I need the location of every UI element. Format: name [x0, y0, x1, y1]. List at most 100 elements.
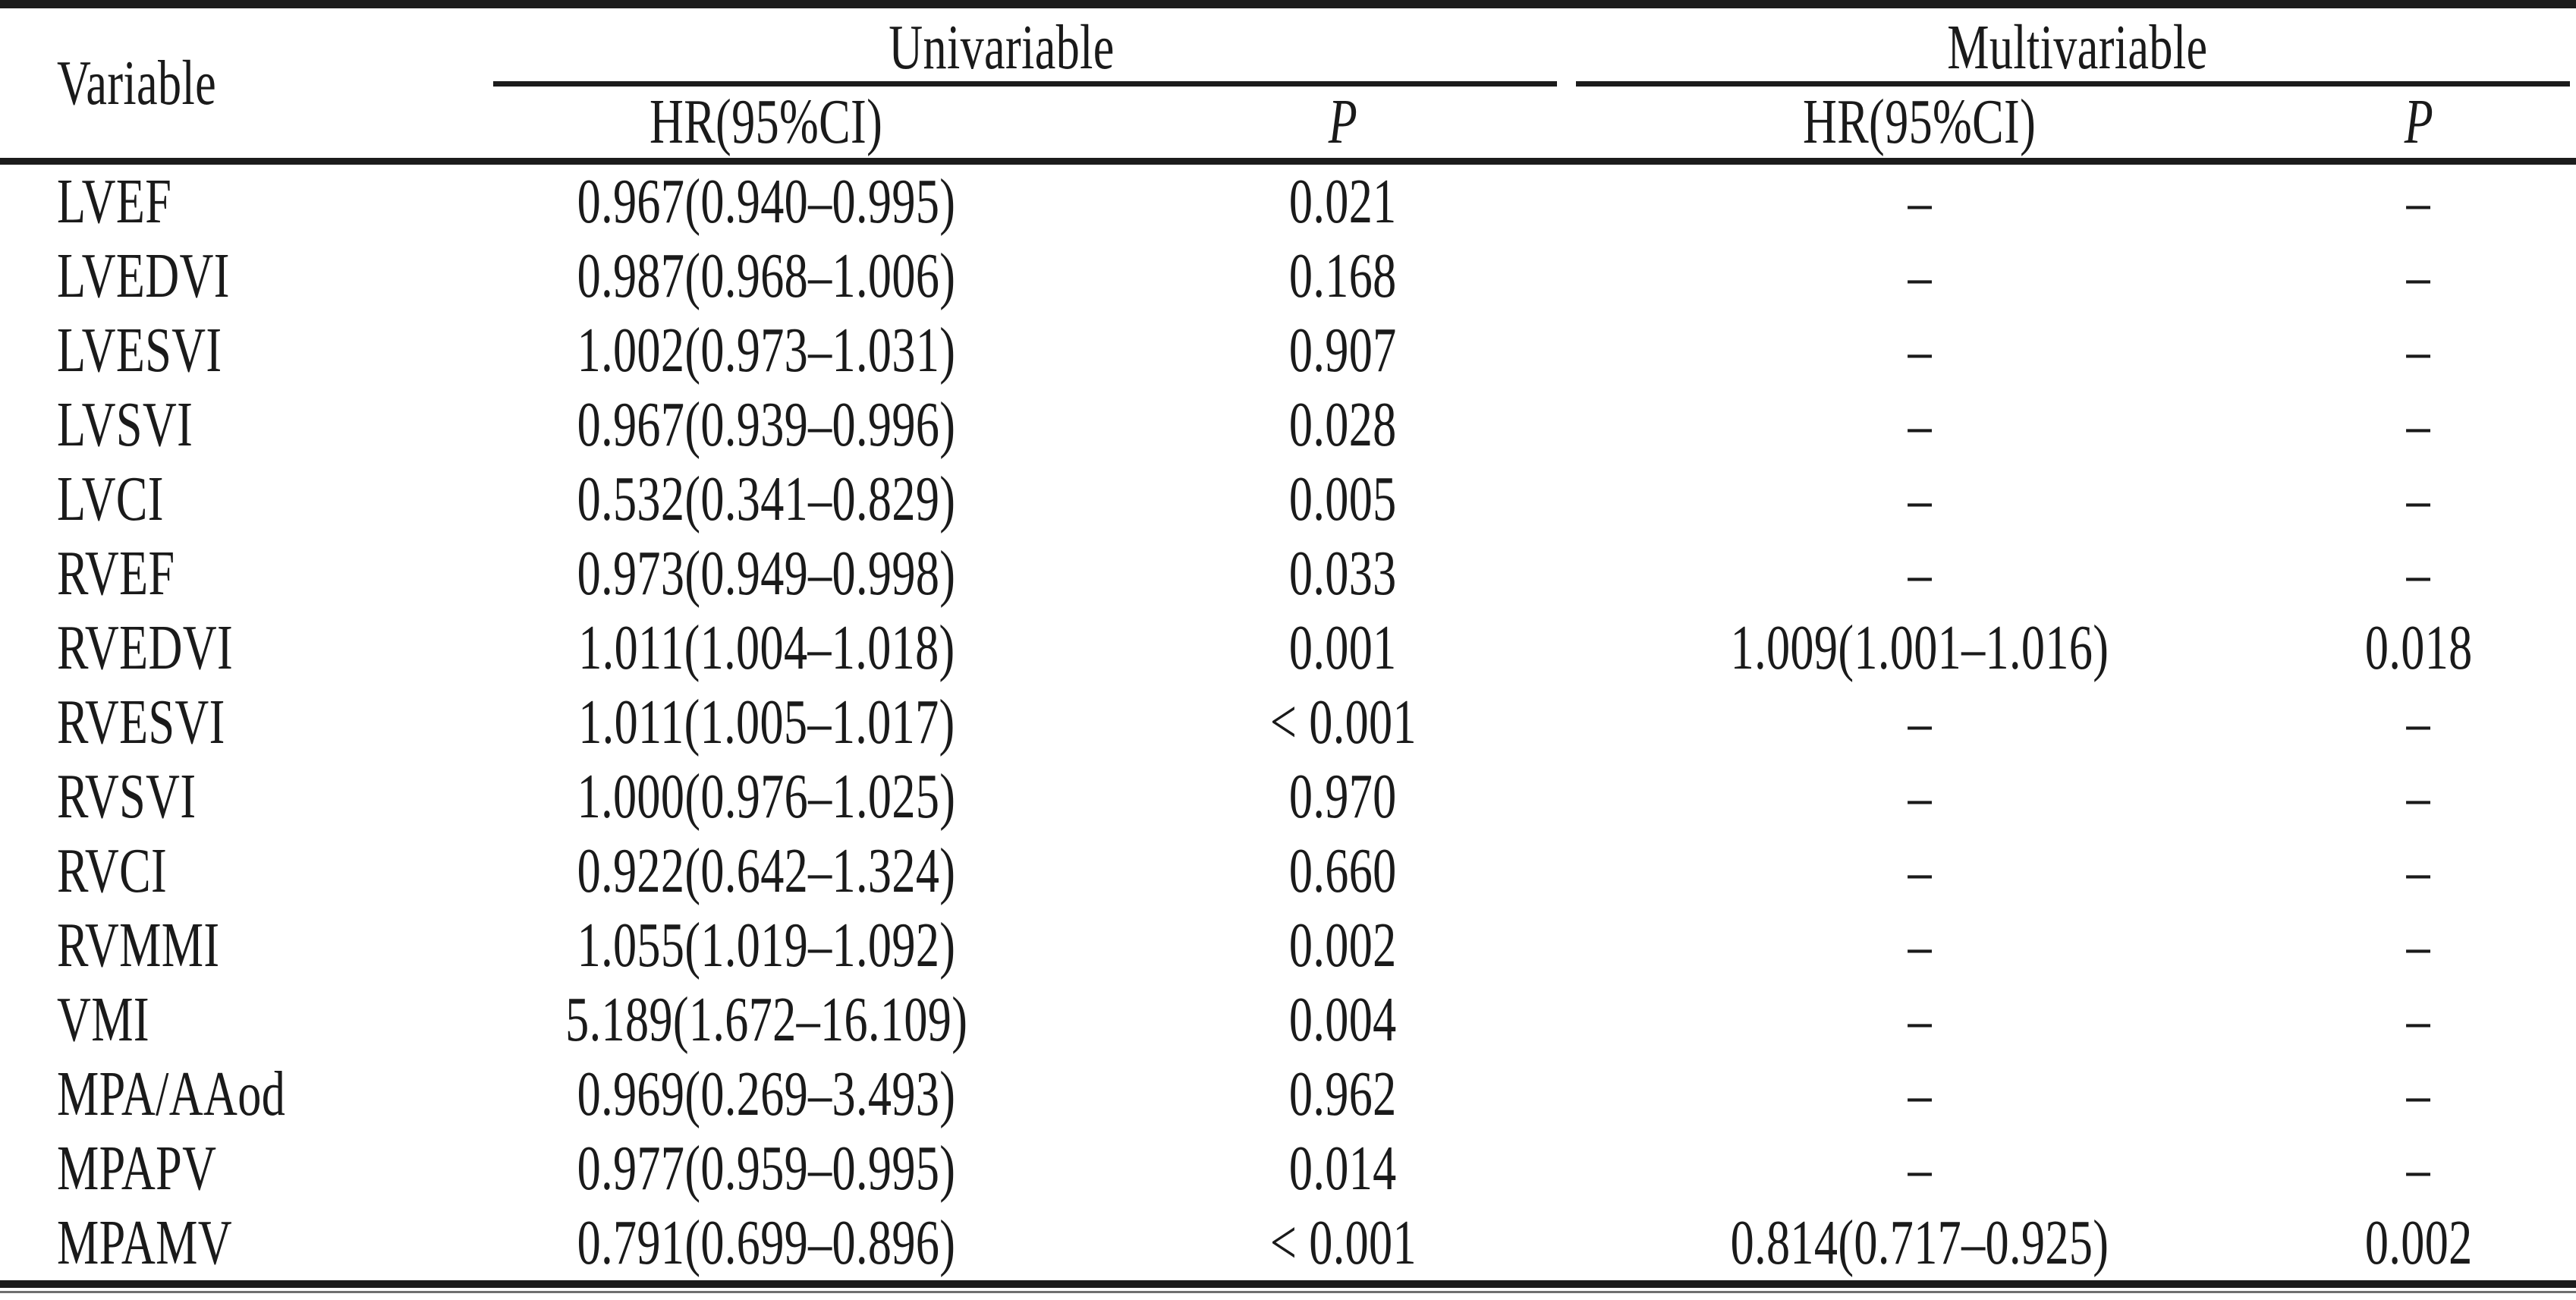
univariable-p-value: 0.014: [1289, 1133, 1397, 1204]
univariable-hr-value: 0.969(0.269–3.493): [577, 1059, 956, 1129]
multivariable-hr-value: 0.814(0.717–0.925): [1730, 1207, 2109, 1278]
multivariable-p-value: –: [2406, 464, 2431, 534]
multivariable-hr-cell: –: [1578, 760, 2261, 834]
univariable-hr-value: 1.011(1.005–1.017): [577, 687, 955, 757]
variable-cell: RVEDVI: [0, 611, 425, 685]
univariable-hr-cell: 1.011(1.005–1.017): [425, 685, 1108, 760]
multivariable-p-value: 0.018: [2364, 612, 2473, 683]
multivariable-hr-value: –: [1908, 538, 1932, 609]
table-row: LVCI 0.532(0.341–0.829) 0.005 – –: [0, 462, 2576, 537]
univariable-hr-value: 5.189(1.672–16.109): [565, 984, 968, 1055]
univariable-hr-value: 1.055(1.019–1.092): [577, 910, 956, 981]
multivariable-p-value: –: [2406, 910, 2431, 981]
multivariable-p-value: –: [2406, 538, 2431, 609]
multivariable-hr-cell: –: [1578, 313, 2261, 388]
univariable-p-value: 0.907: [1289, 315, 1397, 386]
variable-label: LVESVI: [57, 315, 222, 386]
multivariable-p-cell: –: [2261, 537, 2576, 611]
header-variable: Variable: [0, 4, 425, 165]
multivariable-hr-cell: –: [1578, 1057, 2261, 1132]
variable-cell: LVSVI: [0, 388, 425, 462]
variable-cell: RVSVI: [0, 760, 425, 834]
multivariable-p-cell: 0.018: [2261, 611, 2576, 685]
univariable-p-value: < 0.001: [1269, 1207, 1417, 1278]
univariable-p-cell: 0.005: [1108, 462, 1578, 537]
variable-cell: MPA/AAod: [0, 1057, 425, 1132]
multivariable-p-cell: –: [2261, 462, 2576, 537]
univariable-hr-cell: 0.977(0.959–0.995): [425, 1132, 1108, 1206]
univariable-hr-value: 0.532(0.341–0.829): [577, 464, 956, 534]
univariable-hr-cell: 5.189(1.672–16.109): [425, 983, 1108, 1057]
univariable-p-cell: 0.001: [1108, 611, 1578, 685]
multivariable-p-value: –: [2406, 836, 2431, 906]
univariable-hr-value: 0.922(0.642–1.324): [577, 836, 956, 906]
multivariable-p-cell: –: [2261, 1057, 2576, 1132]
univariable-p-value: 0.028: [1289, 389, 1397, 460]
multivariable-hr-cell: –: [1578, 983, 2261, 1057]
multivariable-hr-value: –: [1908, 241, 1932, 311]
multivariable-p-value: 0.002: [2364, 1207, 2473, 1278]
table-row: RVESVI 1.011(1.005–1.017) < 0.001 – –: [0, 685, 2576, 760]
multivariable-p-value: –: [2406, 761, 2431, 832]
multivariable-hr-value: –: [1908, 1133, 1932, 1204]
header-multivariable-p-label: P: [2404, 87, 2433, 157]
variable-label: MPAPV: [57, 1133, 217, 1204]
variable-cell: RVESVI: [0, 685, 425, 760]
bottom-thin-rule: [0, 1291, 2576, 1293]
variable-label: LVSVI: [57, 389, 193, 460]
header-univariable-p-label: P: [1328, 87, 1358, 157]
univariable-p-cell: 0.021: [1108, 162, 1578, 240]
univariable-p-value: 0.001: [1289, 612, 1397, 683]
univariable-p-value: < 0.001: [1269, 687, 1417, 757]
univariable-hr-cell: 0.987(0.968–1.006): [425, 239, 1108, 313]
multivariable-p-cell: –: [2261, 760, 2576, 834]
multivariable-p-value: –: [2406, 1059, 2431, 1129]
header-univariable-hr-label: HR(95%CI): [650, 87, 883, 157]
multivariable-hr-value: –: [1908, 166, 1932, 237]
univariable-p-value: 0.970: [1289, 761, 1397, 832]
multivariable-hr-cell: –: [1578, 162, 2261, 240]
univariable-p-value: 0.002: [1289, 910, 1397, 981]
variable-cell: MPAPV: [0, 1132, 425, 1206]
multivariable-p-cell: –: [2261, 239, 2576, 313]
multivariable-hr-value: –: [1908, 389, 1932, 460]
univariable-hr-cell: 0.969(0.269–3.493): [425, 1057, 1108, 1132]
univariable-hr-cell: 1.055(1.019–1.092): [425, 908, 1108, 983]
variable-label: RVEF: [57, 538, 175, 609]
multivariable-p-value: –: [2406, 166, 2431, 237]
header-univariable-hr: HR(95%CI): [425, 87, 1108, 165]
variable-label: RVCI: [57, 836, 168, 906]
multivariable-p-cell: –: [2261, 1132, 2576, 1206]
multivariable-p-value: –: [2406, 389, 2431, 460]
multivariable-hr-cell: –: [1578, 685, 2261, 760]
univariable-p-value: 0.660: [1289, 836, 1397, 906]
multivariable-hr-value: –: [1908, 910, 1932, 981]
variable-cell: MPAMV: [0, 1206, 425, 1288]
univariable-p-cell: 0.168: [1108, 239, 1578, 313]
multivariable-p-value: –: [2406, 1133, 2431, 1204]
header-variable-label: Variable: [57, 47, 217, 118]
header-multivariable-hr-label: HR(95%CI): [1803, 87, 2037, 157]
multivariable-p-value: –: [2406, 984, 2431, 1055]
multivariable-p-cell: –: [2261, 388, 2576, 462]
univariable-hr-cell: 1.002(0.973–1.031): [425, 313, 1108, 388]
univariable-p-value: 0.168: [1289, 241, 1397, 311]
multivariable-hr-cell: –: [1578, 388, 2261, 462]
multivariable-hr-cell: –: [1578, 834, 2261, 908]
univariable-hr-value: 0.967(0.940–0.995): [577, 166, 956, 237]
univariable-p-cell: 0.907: [1108, 313, 1578, 388]
table-row: MPAPV 0.977(0.959–0.995) 0.014 – –: [0, 1132, 2576, 1206]
header-group-multivariable: Multivariable: [1575, 5, 2576, 87]
univariable-p-cell: 0.028: [1108, 388, 1578, 462]
multivariable-hr-value: –: [1908, 984, 1932, 1055]
multivariable-p-cell: –: [2261, 908, 2576, 983]
univariable-p-cell: 0.014: [1108, 1132, 1578, 1206]
header-univariable-p: P: [1108, 87, 1578, 165]
variable-cell: RVMMI: [0, 908, 425, 983]
multivariable-p-value: –: [2406, 315, 2431, 386]
univariable-p-cell: 0.033: [1108, 537, 1578, 611]
multivariable-hr-value: –: [1908, 687, 1932, 757]
header-group-univariable: Univariable: [425, 5, 1578, 87]
